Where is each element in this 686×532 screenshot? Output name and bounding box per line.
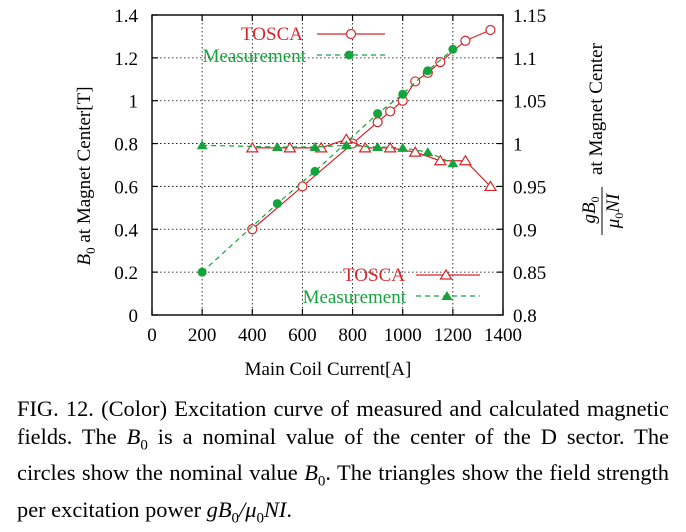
point-measurement-left xyxy=(373,109,383,119)
point-tosca-left xyxy=(385,106,396,117)
y-left-tick-label: 0 xyxy=(129,306,139,327)
point-tosca-left xyxy=(435,57,446,68)
point-tosca-right xyxy=(408,145,422,157)
legend-top: TOSCA Measurement xyxy=(203,24,385,67)
y-left-tick-label: 0.8 xyxy=(114,135,138,156)
y-right-tick-label: 0.9 xyxy=(513,220,537,241)
caption-b0-a: B0 xyxy=(126,424,148,454)
y-left-tick-label: 0.4 xyxy=(114,220,138,241)
caption-expression: gB0/μ0NI xyxy=(206,496,287,527)
legend-bottom-measurement-label: Measurement xyxy=(303,287,407,308)
point-measurement-right xyxy=(309,142,321,151)
legend-top-tosca-marker xyxy=(345,28,357,40)
caption-end: . xyxy=(286,496,292,522)
point-tosca-left xyxy=(297,181,308,192)
point-measurement-left xyxy=(448,44,458,54)
y-right-tick-label: 0.8 xyxy=(513,306,537,327)
y-left-axis-label: B0 at Magnet Center[T] xyxy=(74,86,98,265)
point-tosca-right xyxy=(245,141,259,153)
x-tick-label: 400 xyxy=(238,325,267,346)
point-tosca-right xyxy=(358,141,372,153)
point-measurement-left xyxy=(272,199,282,209)
point-tosca-left xyxy=(247,224,258,235)
legend-bottom-tosca-label: TOSCA xyxy=(343,265,405,286)
y-left-tick-label: 1 xyxy=(129,92,139,113)
series-line-measurement-right xyxy=(202,144,454,164)
point-measurement-right xyxy=(271,142,283,151)
y-right-tick-label: 1.1 xyxy=(513,49,537,70)
x-tick-label: 1200 xyxy=(434,325,472,346)
svg-text:μ0NI: μ0NI xyxy=(603,192,626,229)
y-right-tick-label: 1 xyxy=(513,135,523,156)
y-right-tick-label: 1.05 xyxy=(513,92,546,113)
point-measurement-right xyxy=(397,142,409,152)
x-tick-label: 600 xyxy=(288,325,317,346)
point-tosca-right xyxy=(483,180,498,192)
point-tosca-left xyxy=(410,76,421,87)
point-measurement-left xyxy=(310,166,320,176)
point-tosca-right xyxy=(433,154,447,166)
y-left-tick-label: 1.2 xyxy=(114,49,138,70)
ticks: 0 200 400 600 800 1000 1200 1400 0 0.2 0.4 0.6 0.8 1 1… xyxy=(114,6,546,346)
legend-bottom-measurement-marker xyxy=(441,291,453,300)
caption-mid1: is a nominal value of the center of the … xyxy=(17,424,669,486)
point-tosca-left xyxy=(460,35,471,46)
series-layer xyxy=(196,24,498,277)
point-tosca-right xyxy=(458,154,472,166)
x-tick-label: 200 xyxy=(188,325,217,346)
legend-bottom-tosca-marker xyxy=(439,268,453,280)
svg-text:gB0: gB0 xyxy=(579,196,602,223)
point-tosca-left xyxy=(485,24,496,36)
legend-top-tosca-label: TOSCA xyxy=(241,24,303,45)
point-measurement-left xyxy=(197,267,207,277)
point-tosca-left xyxy=(372,117,383,128)
x-tick-label: 0 xyxy=(147,325,157,346)
plot-frame xyxy=(151,14,504,316)
y-right-tick-label: 0.85 xyxy=(513,263,546,284)
y-right-tick-label: 1.15 xyxy=(513,6,546,27)
y-left-tick-label: 1.4 xyxy=(114,6,138,27)
point-measurement-right xyxy=(340,140,352,150)
caption-lead: FIG. 12. (Color) Excitation curve of mea… xyxy=(17,396,669,449)
point-measurement-right xyxy=(196,140,208,150)
y-left-tick-label: 0.6 xyxy=(114,177,138,198)
point-measurement-right xyxy=(372,142,384,151)
caption-b0-b: B0 xyxy=(304,460,326,490)
legend-bottom: TOSCA Measurement xyxy=(303,265,480,308)
figure-caption: FIG. 12. (Color) Excitation curve of mea… xyxy=(17,395,669,532)
point-measurement-left xyxy=(398,89,408,99)
y-right-tick-label: 0.95 xyxy=(513,177,546,198)
excitation-curve-chart: 0 200 400 600 800 1000 1200 1400 0 0.2 0.4 0.6 0.8 1 1… xyxy=(74,6,626,380)
point-measurement-left xyxy=(423,66,433,76)
legend-top-measurement-marker xyxy=(344,50,354,60)
point-measurement-right xyxy=(447,158,459,168)
point-measurement-right xyxy=(422,147,434,157)
x-tick-label: 1400 xyxy=(484,325,522,346)
y-right-axis-label: gB0 μ0NI at Magnet Center xyxy=(579,42,626,235)
svg-text:at Magnet Center: at Magnet Center xyxy=(586,42,607,175)
svg-text:B0 at Magnet Center[T]: B0 at Magnet Center[T] xyxy=(74,86,98,265)
legend-top-measurement-label: Measurement xyxy=(203,46,307,67)
x-axis-label: Main Coil Current[A] xyxy=(245,359,412,380)
x-tick-label: 800 xyxy=(338,325,367,346)
y-left-tick-label: 0.2 xyxy=(114,263,138,284)
x-tick-label: 1000 xyxy=(384,325,422,346)
